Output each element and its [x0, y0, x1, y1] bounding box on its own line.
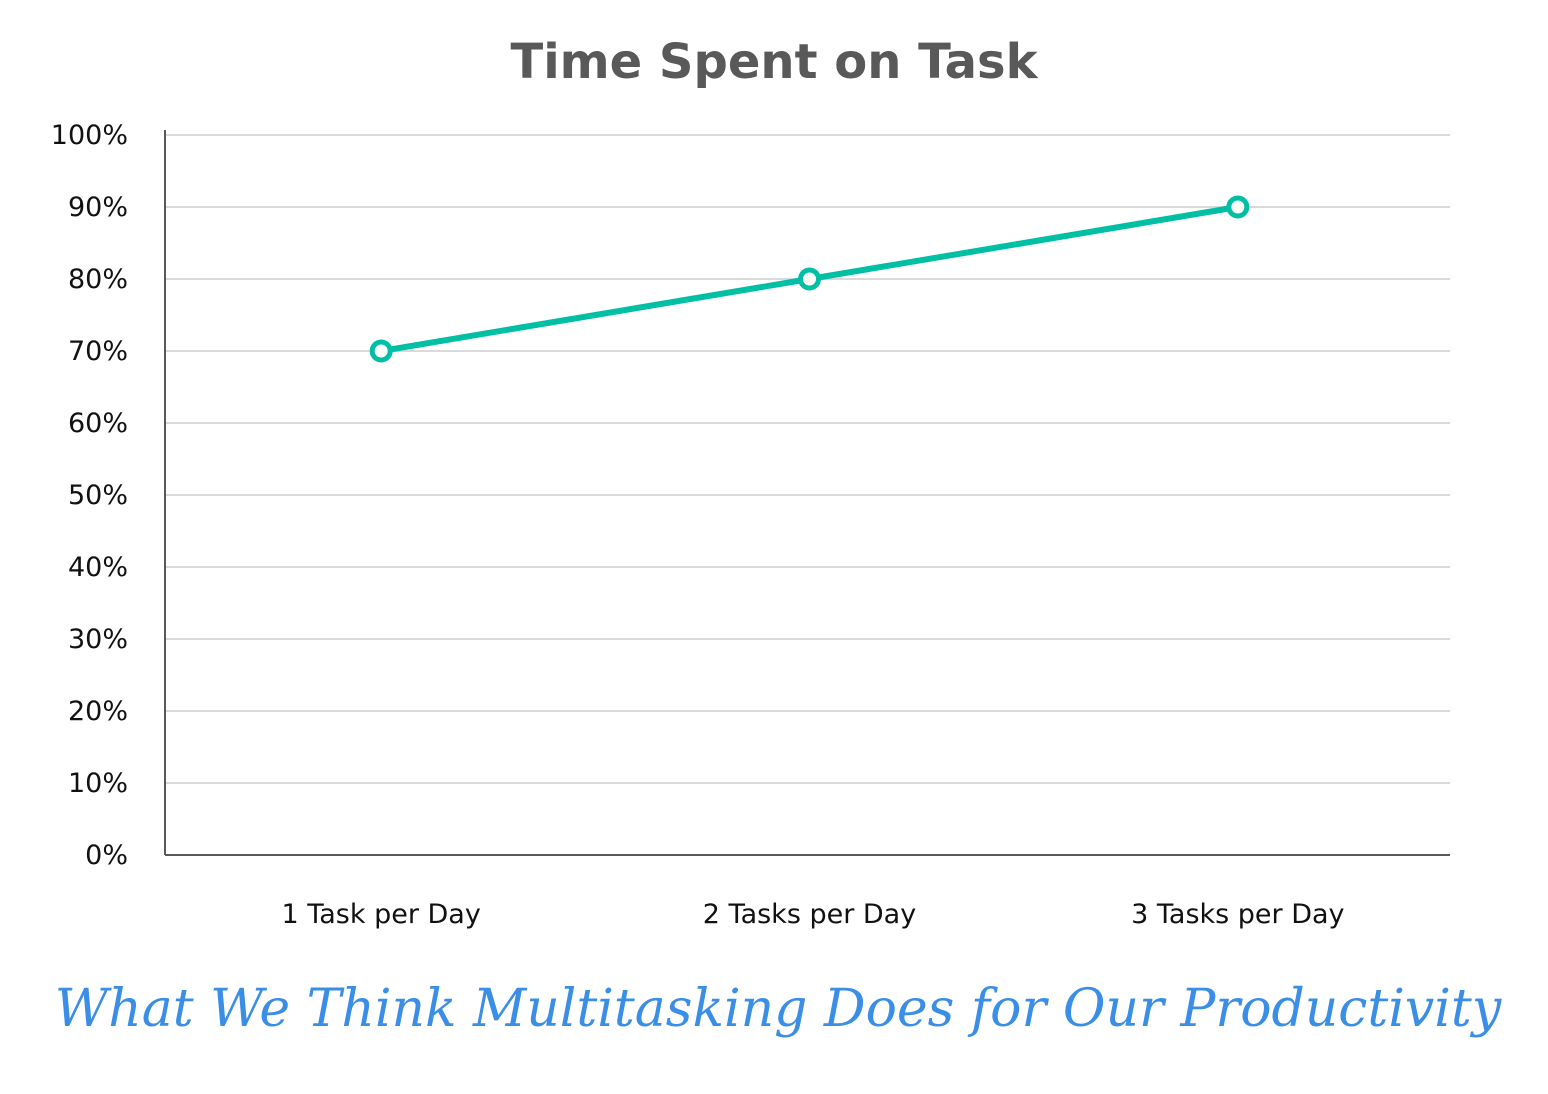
y-tick-label: 90%	[68, 192, 128, 223]
y-axis-ticks: 0% 10% 20% 30% 40% 50% 60% 70% 80% 90% 100%	[51, 120, 128, 871]
y-tick-label: 80%	[68, 264, 128, 295]
y-tick-label: 100%	[51, 120, 128, 151]
y-tick-label: 40%	[68, 552, 128, 583]
x-tick-label: 1 Task per Day	[281, 899, 480, 930]
gridlines	[165, 134, 1450, 784]
data-point	[369, 339, 393, 363]
y-tick-label: 30%	[68, 624, 128, 655]
x-tick-label: 2 Tasks per Day	[703, 899, 916, 930]
x-tick-label: 3 Tasks per Day	[1131, 899, 1344, 930]
chart-title: Time Spent on Task	[510, 34, 1038, 90]
data-point	[798, 267, 821, 291]
y-tick-label: 20%	[68, 696, 128, 727]
y-tick-label: 70%	[68, 336, 128, 367]
y-tick-label: 10%	[68, 768, 128, 799]
data-point	[1226, 195, 1250, 219]
chart-caption: What We Think Multitasking Does for Our …	[55, 979, 1502, 1039]
y-tick-label: 60%	[68, 408, 128, 439]
x-axis-ticks: 1 Task per Day 2 Tasks per Day 3 Tasks per…	[281, 899, 1344, 930]
y-tick-label: 50%	[68, 480, 128, 511]
series-group	[369, 195, 1250, 363]
y-tick-label: 0%	[85, 840, 128, 871]
